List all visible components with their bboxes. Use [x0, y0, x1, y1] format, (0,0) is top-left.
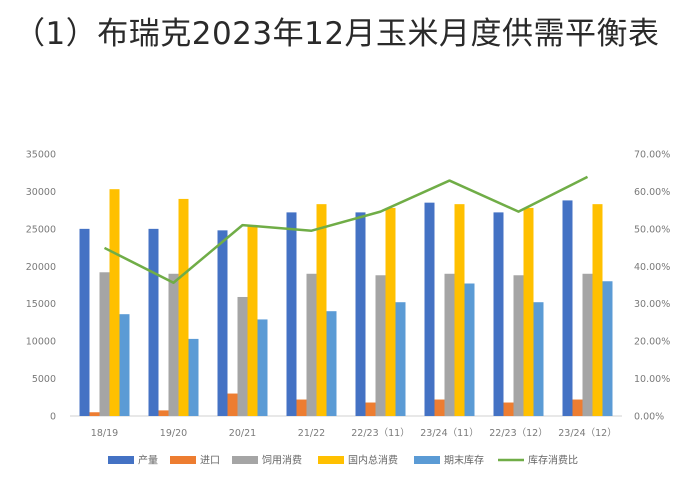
bar-期末库存	[602, 281, 613, 416]
left-axis-ticks: 0 5000 10000 15000 20000 25000 30000 35000	[26, 150, 56, 423]
bar-国内总消费	[316, 204, 327, 416]
supply-demand-chart: 0 5000 10000 15000 20000 25000 30000 35000 0.00…	[26, 150, 670, 467]
right-tick-label: 30.00%	[634, 299, 670, 310]
bar-期末库存	[119, 314, 130, 416]
left-tick-label: 5000	[32, 374, 56, 385]
legend-label: 饲用消费	[262, 454, 302, 467]
category-label: 22/23（12）	[489, 427, 547, 439]
legend-label: 产量	[138, 454, 158, 467]
bar-进口	[158, 410, 169, 416]
bar-进口	[572, 399, 583, 416]
legend-label: 期末库存	[444, 454, 484, 467]
right-axis-ticks: 0.00% 10.00% 20.00% 30.00% 40.00% 50.00% 60.00…	[634, 150, 670, 423]
bar-产量	[217, 230, 228, 416]
bar-产量	[562, 200, 573, 416]
bar-进口	[296, 399, 307, 416]
right-tick-label: 60.00%	[634, 187, 670, 198]
bar-国内总消费	[523, 207, 534, 416]
category-label: 21/22	[298, 428, 325, 439]
bar-产量	[493, 212, 504, 416]
bar-产量	[424, 202, 435, 416]
left-tick-label: 10000	[26, 337, 56, 348]
bar-产量	[286, 212, 297, 416]
bar-进口	[365, 402, 376, 416]
legend-label: 国内总消费	[348, 454, 398, 467]
line-series	[103, 175, 589, 285]
bar-期末库存	[464, 283, 475, 416]
left-tick-label: 35000	[26, 150, 56, 161]
category-label: 22/23（11）	[351, 427, 409, 439]
right-tick-label: 20.00%	[634, 337, 670, 348]
bar-饲用消费	[237, 296, 248, 416]
bar-国内总消费	[454, 204, 465, 416]
right-tick-label: 50.00%	[634, 224, 670, 235]
line-库存消费比	[103, 175, 589, 285]
left-tick-label: 25000	[26, 224, 56, 235]
bar-期末库存	[257, 319, 268, 416]
right-tick-label: 0.00%	[634, 412, 664, 423]
category-label: 23/24（12）	[558, 427, 616, 439]
bar-期末库存	[326, 311, 337, 416]
category-label: 20/21	[229, 428, 256, 439]
bar-国内总消费	[247, 225, 258, 416]
legend-swatch	[318, 456, 344, 464]
bar-国内总消费	[109, 189, 120, 416]
left-tick-label: 20000	[26, 262, 56, 273]
bar-饲用消费	[513, 275, 524, 416]
bar-产量	[355, 212, 366, 416]
bar-国内总消费	[385, 207, 396, 416]
bar-饲用消费	[99, 272, 110, 416]
legend-swatch	[414, 456, 440, 464]
legend-swatch	[108, 456, 134, 464]
bar-series	[79, 189, 613, 416]
legend-label: 进口	[200, 455, 220, 467]
bar-进口	[434, 399, 445, 416]
left-tick-label: 30000	[26, 187, 56, 198]
bar-饲用消费	[375, 275, 386, 416]
bar-进口	[89, 412, 100, 416]
bar-饲用消费	[168, 273, 179, 416]
right-tick-label: 70.00%	[634, 150, 670, 161]
page-title: （1）布瑞克2023年12月玉米月度供需平衡表	[14, 16, 660, 52]
legend-label: 库存消费比	[528, 454, 578, 467]
bar-期末库存	[188, 338, 199, 416]
bar-期末库存	[395, 302, 406, 416]
bar-期末库存	[533, 302, 544, 416]
bar-国内总消费	[592, 204, 603, 416]
category-label: 19/20	[160, 428, 187, 439]
category-label: 23/24（11）	[420, 427, 478, 439]
category-label: 18/19	[91, 428, 118, 439]
bar-进口	[227, 393, 238, 416]
bar-国内总消费	[178, 198, 189, 416]
bar-产量	[148, 228, 159, 416]
legend-swatch	[232, 456, 258, 464]
legend: 产量 进口 饲用消费 国内总消费 期末库存 库存消费比	[108, 454, 578, 467]
bar-饲用消费	[444, 273, 455, 416]
legend-swatch	[170, 456, 196, 464]
bar-饲用消费	[306, 273, 317, 416]
left-tick-label: 0	[50, 412, 56, 423]
bar-进口	[503, 402, 514, 416]
bar-产量	[79, 228, 90, 416]
bar-饲用消费	[582, 273, 593, 416]
left-tick-label: 15000	[26, 299, 56, 310]
right-tick-label: 10.00%	[634, 374, 670, 385]
category-labels: 18/19 19/20 20/21 21/22 22/23（11） 23/24（11） 22…	[91, 427, 617, 439]
right-tick-label: 40.00%	[634, 262, 670, 273]
